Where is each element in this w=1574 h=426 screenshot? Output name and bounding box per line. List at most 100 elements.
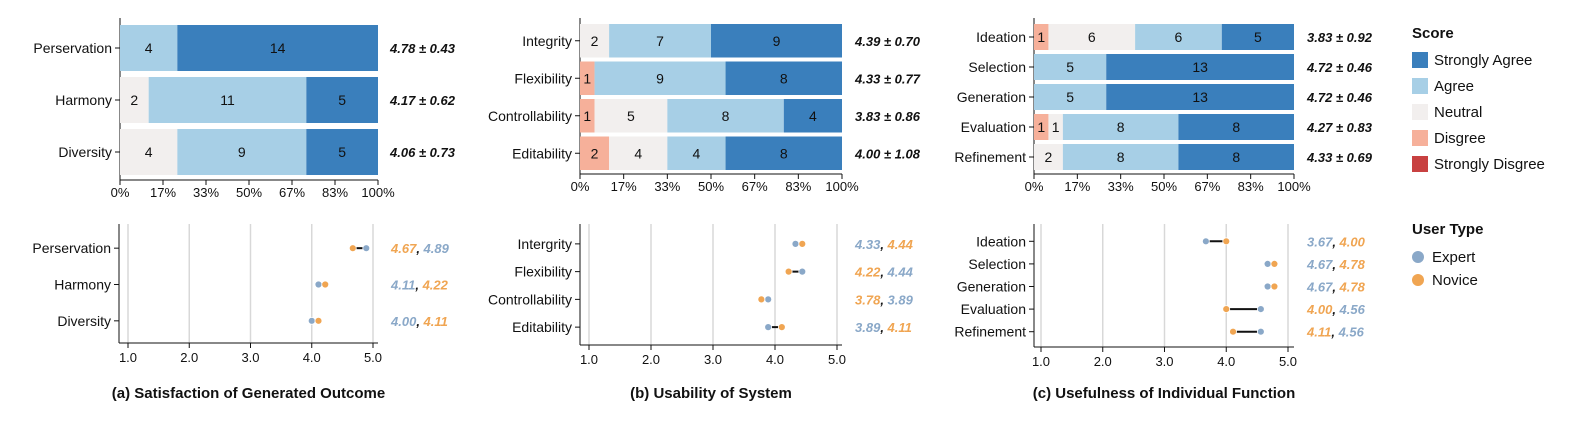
category-label: Perservation bbox=[33, 40, 112, 56]
expert-value: 3.89 bbox=[855, 320, 881, 335]
x-tick-label: 2.0 bbox=[642, 352, 660, 367]
legend-marker bbox=[1412, 274, 1424, 286]
x-tick-label: 33% bbox=[1108, 179, 1134, 194]
x-tick-label: 100% bbox=[361, 185, 395, 200]
category-label: Diversity bbox=[58, 144, 112, 160]
category-label: Selection bbox=[968, 59, 1026, 75]
novice-value: 4.11 bbox=[1306, 325, 1331, 340]
category-label: Controllability bbox=[488, 108, 572, 124]
expert-value: 4.44 bbox=[887, 265, 914, 280]
mean-sd-label: 4.78 ± 0.43 bbox=[389, 41, 456, 56]
bar-segment bbox=[594, 99, 668, 133]
value-separator: , bbox=[879, 292, 887, 307]
novice-point bbox=[1270, 282, 1279, 291]
x-tick-label: 3.0 bbox=[704, 352, 722, 367]
bar-segment bbox=[711, 24, 842, 58]
value-pair: 4.00, 4.11 bbox=[390, 314, 448, 329]
expert-value: 4.56 bbox=[1338, 325, 1365, 340]
stacked-bar-panel-a: Perservation 4 14 4.78 ± 0.43 Harmony 2 11 5 4.1… bbox=[33, 18, 456, 200]
novice-point bbox=[1222, 305, 1231, 314]
segment-label: 13 bbox=[1192, 59, 1208, 75]
x-tick-label: 100% bbox=[1277, 179, 1311, 194]
bar-segment bbox=[1034, 24, 1049, 50]
legend-item-label: Disgree bbox=[1434, 130, 1486, 147]
legend-item-label: Neutral bbox=[1434, 104, 1482, 121]
expert-point bbox=[1201, 237, 1210, 246]
mean-sd-label: 4.39 ± 0.70 bbox=[854, 34, 921, 49]
bar-segment bbox=[120, 77, 149, 123]
category-label: Editability bbox=[512, 319, 572, 335]
segment-label: 4 bbox=[145, 40, 153, 56]
bar-segment bbox=[580, 99, 595, 133]
x-tick-label: 67% bbox=[742, 179, 768, 194]
value-separator: , bbox=[415, 241, 423, 256]
bar-segment bbox=[580, 24, 610, 58]
bar-segment bbox=[783, 99, 842, 133]
x-tick-label: 17% bbox=[1064, 179, 1090, 194]
segment-label: 8 bbox=[722, 108, 730, 124]
bar-segment bbox=[306, 77, 378, 123]
x-tick-label: 50% bbox=[698, 179, 724, 194]
novice-point bbox=[1229, 327, 1237, 336]
novice-point bbox=[1270, 259, 1279, 268]
novice-value: 4.22 bbox=[854, 265, 881, 280]
x-tick-label: 33% bbox=[654, 179, 680, 194]
novice-value: 4.78 bbox=[1339, 257, 1366, 272]
category-label: Flexibility bbox=[514, 264, 572, 280]
category-label: Generation bbox=[957, 279, 1026, 295]
mean-sd-label: 4.33 ± 0.69 bbox=[1306, 150, 1373, 165]
panel-subtitle: (b) Usability of System bbox=[630, 385, 792, 402]
stacked-bar-panel-b: Integrity 2 7 9 4.39 ± 0.70 Flexibility 1 9 8 4.3… bbox=[488, 18, 921, 194]
segment-label: 8 bbox=[1232, 149, 1240, 165]
segment-label: 8 bbox=[780, 145, 788, 161]
expert-point bbox=[1263, 282, 1272, 291]
novice-point bbox=[314, 316, 323, 325]
segment-label: 13 bbox=[1192, 89, 1208, 105]
value-pair: 4.67, 4.78 bbox=[1306, 280, 1366, 295]
segment-label: 5 bbox=[627, 108, 635, 124]
segment-label: 5 bbox=[1254, 29, 1262, 45]
segment-label: 8 bbox=[1117, 149, 1125, 165]
expert-point bbox=[764, 295, 773, 304]
expert-point bbox=[1263, 259, 1272, 268]
bar-segment bbox=[725, 136, 842, 170]
mean-sd-label: 3.83 ± 0.86 bbox=[855, 109, 921, 124]
x-tick-label: 83% bbox=[322, 185, 348, 200]
bar-segment bbox=[594, 61, 726, 95]
x-tick-label: 17% bbox=[611, 179, 637, 194]
segment-label: 11 bbox=[220, 92, 235, 108]
mean-sd-label: 4.00 ± 1.08 bbox=[854, 146, 921, 161]
novice-value: 4.00 bbox=[1339, 234, 1366, 249]
bar-segment bbox=[1034, 84, 1107, 110]
segment-label: 7 bbox=[656, 33, 664, 49]
expert-value: 3.67 bbox=[1307, 234, 1333, 249]
expert-value: 4.89 bbox=[423, 241, 450, 256]
dumbbell-panel-b: 1.0 2.0 3.0 4.0 5.0 Intergrity 4.33, 4.44 Flexi… bbox=[488, 224, 914, 402]
dumbbell-panel-c: 1.0 2.0 3.0 4.0 5.0 Ideation 3.67, 4.00 Selecti… bbox=[954, 224, 1366, 402]
category-label: Controllability bbox=[488, 291, 572, 307]
panel-subtitle: (a) Satisfaction of Generated Outcome bbox=[112, 385, 385, 402]
bar-segment bbox=[1034, 54, 1107, 80]
bar-segment bbox=[667, 136, 726, 170]
segment-label: 4 bbox=[634, 145, 642, 161]
legend-swatch bbox=[1412, 52, 1428, 68]
novice-point bbox=[1222, 237, 1231, 246]
x-tick-label: 4.0 bbox=[1217, 354, 1235, 369]
segment-label: 8 bbox=[1232, 119, 1240, 135]
bar-segment bbox=[1062, 114, 1179, 140]
panel-subtitle: (c) Usefulness of Individual Function bbox=[1033, 385, 1296, 402]
value-separator: , bbox=[1330, 325, 1338, 340]
value-separator: , bbox=[879, 265, 887, 280]
novice-point bbox=[798, 239, 807, 248]
segment-label: 14 bbox=[270, 40, 286, 56]
value-separator: , bbox=[879, 320, 887, 335]
category-label: Selection bbox=[968, 256, 1026, 272]
legend-item-label: Expert bbox=[1432, 249, 1476, 266]
category-label: Harmony bbox=[54, 277, 111, 293]
category-label: Editability bbox=[512, 145, 572, 161]
expert-point bbox=[1256, 327, 1265, 336]
category-label: Ideation bbox=[976, 233, 1026, 249]
expert-value: 4.67 bbox=[1306, 280, 1333, 295]
